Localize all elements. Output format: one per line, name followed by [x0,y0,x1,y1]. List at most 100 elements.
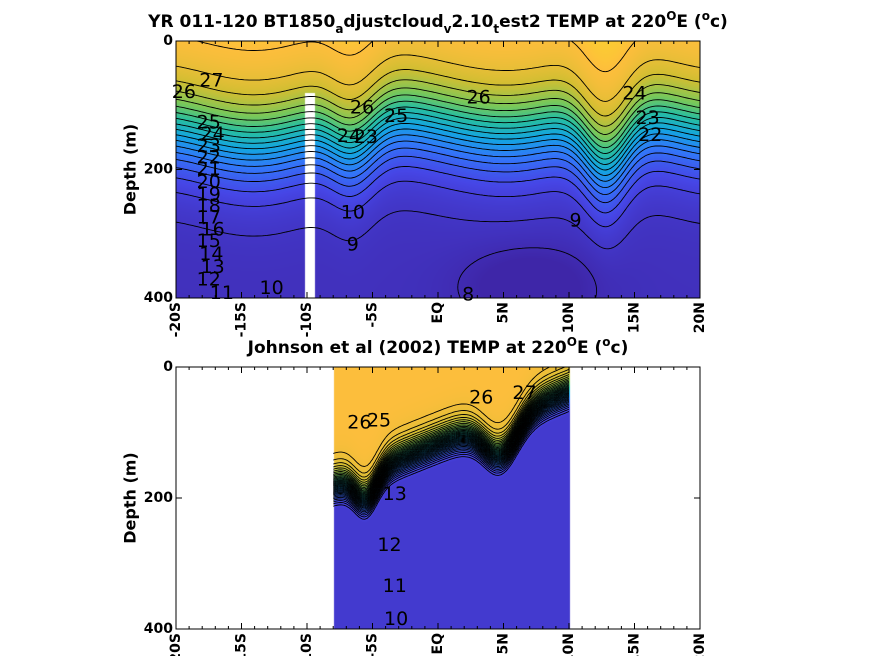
x-tick-label: 15N [627,633,643,656]
contour-line [333,394,570,504]
contour-label: 26 [347,411,371,433]
y-tick-label: 200 [144,490,173,506]
contour-label: 27 [512,382,536,404]
contour-label: 10 [384,608,408,630]
contour-label: 11 [383,575,407,597]
contour-line [333,371,570,481]
contour-line [333,390,570,500]
contour-line [176,94,700,142]
contour-line [176,210,700,250]
contour-line [333,393,570,503]
title-part: djustcloud [343,12,443,32]
contour-label: 13 [201,256,225,278]
title-part: O [666,9,676,23]
contour-label: 23 [636,107,660,129]
contour-line [333,400,570,510]
title-part: a [335,22,343,36]
contour-line [333,392,570,502]
x-tick-label: -20S [168,633,184,656]
x-tick-label: -5S [365,633,381,656]
title-part: c) [611,338,629,358]
title-part: O [567,335,577,349]
contour-label: 23 [354,126,378,148]
contour-line [176,134,700,182]
contour-label: 24 [201,123,225,145]
contour-line [333,388,570,498]
contour-label: 12 [197,269,221,291]
contour-line [176,87,700,135]
contour-line [176,180,700,228]
contour-line [333,376,570,485]
contour-label: 22 [197,147,221,169]
x-tick-label: -20S [168,302,184,337]
contour-line [176,54,700,102]
x-tick-label: 5N [496,302,512,323]
x-tick-label: EQ [430,633,446,655]
contour-line [176,147,700,196]
x-tick-label: 10N [561,633,577,656]
contour-label: 24 [337,125,361,147]
chart-title: Johnson et al (2002) TEMP at 220OE (oc) [247,335,629,358]
contour-line [333,379,570,488]
y-tick-label: 400 [144,290,173,306]
x-tick-label: 20N [692,302,708,333]
contour-label: 9 [570,210,582,232]
contour-label: 25 [367,409,391,431]
x-tick-label: 10N [561,302,577,333]
contour-line [333,396,570,506]
title-part: Johnson et al (2002) TEMP at 220 [247,338,567,358]
contour-line [333,380,570,490]
temperature-field [176,41,700,298]
x-tick-label: -10S [299,633,315,656]
contour-label: 9 [347,233,359,255]
contour-line [333,367,550,467]
title-part: v [444,22,452,36]
contour-line [333,411,570,520]
contour-line [176,106,700,154]
title-part: E ( [676,12,701,32]
contour-line [176,117,700,165]
y-tick-label: 0 [163,33,173,49]
x-tick-label: 20N [692,633,708,656]
contour-line [333,377,570,487]
contour-line [176,140,700,189]
contour-label: 11 [210,282,234,304]
contour-label: 8 [462,284,474,306]
contour-label: 25 [384,105,408,127]
contour-line [176,100,700,149]
contour-line [333,386,570,496]
contour-label: 17 [197,206,221,228]
chart-title: YR 011-120 BT1850adjustcloudv2.10test2 T… [147,9,728,36]
title-part: o [702,9,710,23]
title-part: c) [710,12,728,32]
contour-line [333,405,570,514]
contour-line [333,397,570,507]
contour-label: 26 [350,97,374,119]
contour-line [333,368,570,478]
x-tick-label: -5S [365,302,381,328]
contour-line [333,391,570,501]
contour-label: 16 [201,219,225,241]
contour-line [333,389,570,499]
x-tick-label: 15N [627,302,643,333]
contour-label: 12 [377,534,401,556]
contour-label: 13 [383,483,407,505]
x-tick-label: -15S [234,633,250,656]
y-tick-label: 200 [144,162,173,178]
title-part: 2.10 [451,12,493,32]
contour-label: 10 [260,277,284,299]
contour-line [176,112,700,160]
contour-line [176,166,700,214]
title-part: t [493,22,499,36]
contour-line [176,128,700,176]
contour-line [333,385,570,495]
y-axis-label: Depth (m) [121,124,140,216]
x-tick-label: 5N [496,633,512,654]
title-part: E ( [577,338,602,358]
y-tick-label: 0 [163,359,173,375]
contour-line [176,155,700,204]
contour-lines [333,367,570,520]
title-part: o [602,335,610,349]
